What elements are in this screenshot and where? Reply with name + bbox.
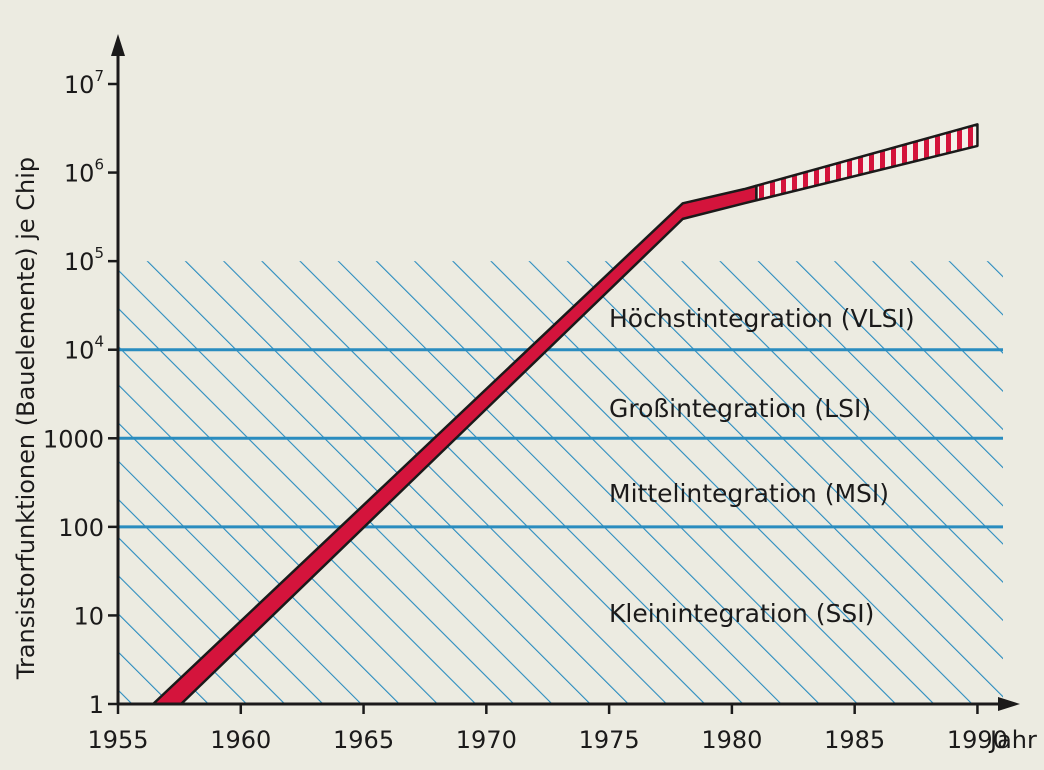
x-tick-label: 1985 [824, 726, 885, 754]
y-axis-title: Transistorfunktionen (Bauelemente) je Ch… [12, 157, 40, 680]
region-boundary-group [118, 348, 1003, 529]
y-tick-label: 106 [64, 156, 104, 188]
axes [111, 34, 1020, 711]
region-label-ssi: Kleinintegration (SSI) [609, 599, 874, 628]
y-tick-label: 1000 [43, 425, 104, 453]
x-axis-arrow [998, 697, 1020, 711]
region-label-lsi: Großintegration (LSI) [609, 394, 871, 423]
y-tick-group: 1 10 100 1000 104 105 106 107 [43, 67, 118, 719]
y-tick-label: 10 [73, 602, 104, 630]
y-axis-arrow [111, 34, 125, 56]
x-axis-title: Jahr [988, 726, 1037, 754]
x-tick-label: 1990 [947, 726, 1008, 754]
series-group [151, 123, 979, 706]
y-tick-label: 100 [58, 514, 104, 542]
region-label-vlsi: Höchstintegration (VLSI) [609, 304, 915, 333]
y-tick-label: 105 [64, 244, 104, 276]
x-tick-label: 1975 [579, 726, 640, 754]
region-label-msi: Mittelintegration (MSI) [609, 479, 889, 508]
x-tick-label: 1955 [87, 726, 148, 754]
x-tick-label: 1960 [210, 726, 271, 754]
x-tick-group: 1955 1960 1965 1970 1975 1980 1985 1990 [87, 704, 1008, 754]
x-tick-label: 1965 [333, 726, 394, 754]
x-tick-label: 1980 [701, 726, 762, 754]
y-tick-label: 107 [64, 67, 104, 99]
y-tick-label: 1 [89, 691, 104, 719]
x-tick-label: 1970 [456, 726, 517, 754]
series-band-projection [755, 123, 979, 202]
y-tick-label: 104 [64, 333, 104, 365]
